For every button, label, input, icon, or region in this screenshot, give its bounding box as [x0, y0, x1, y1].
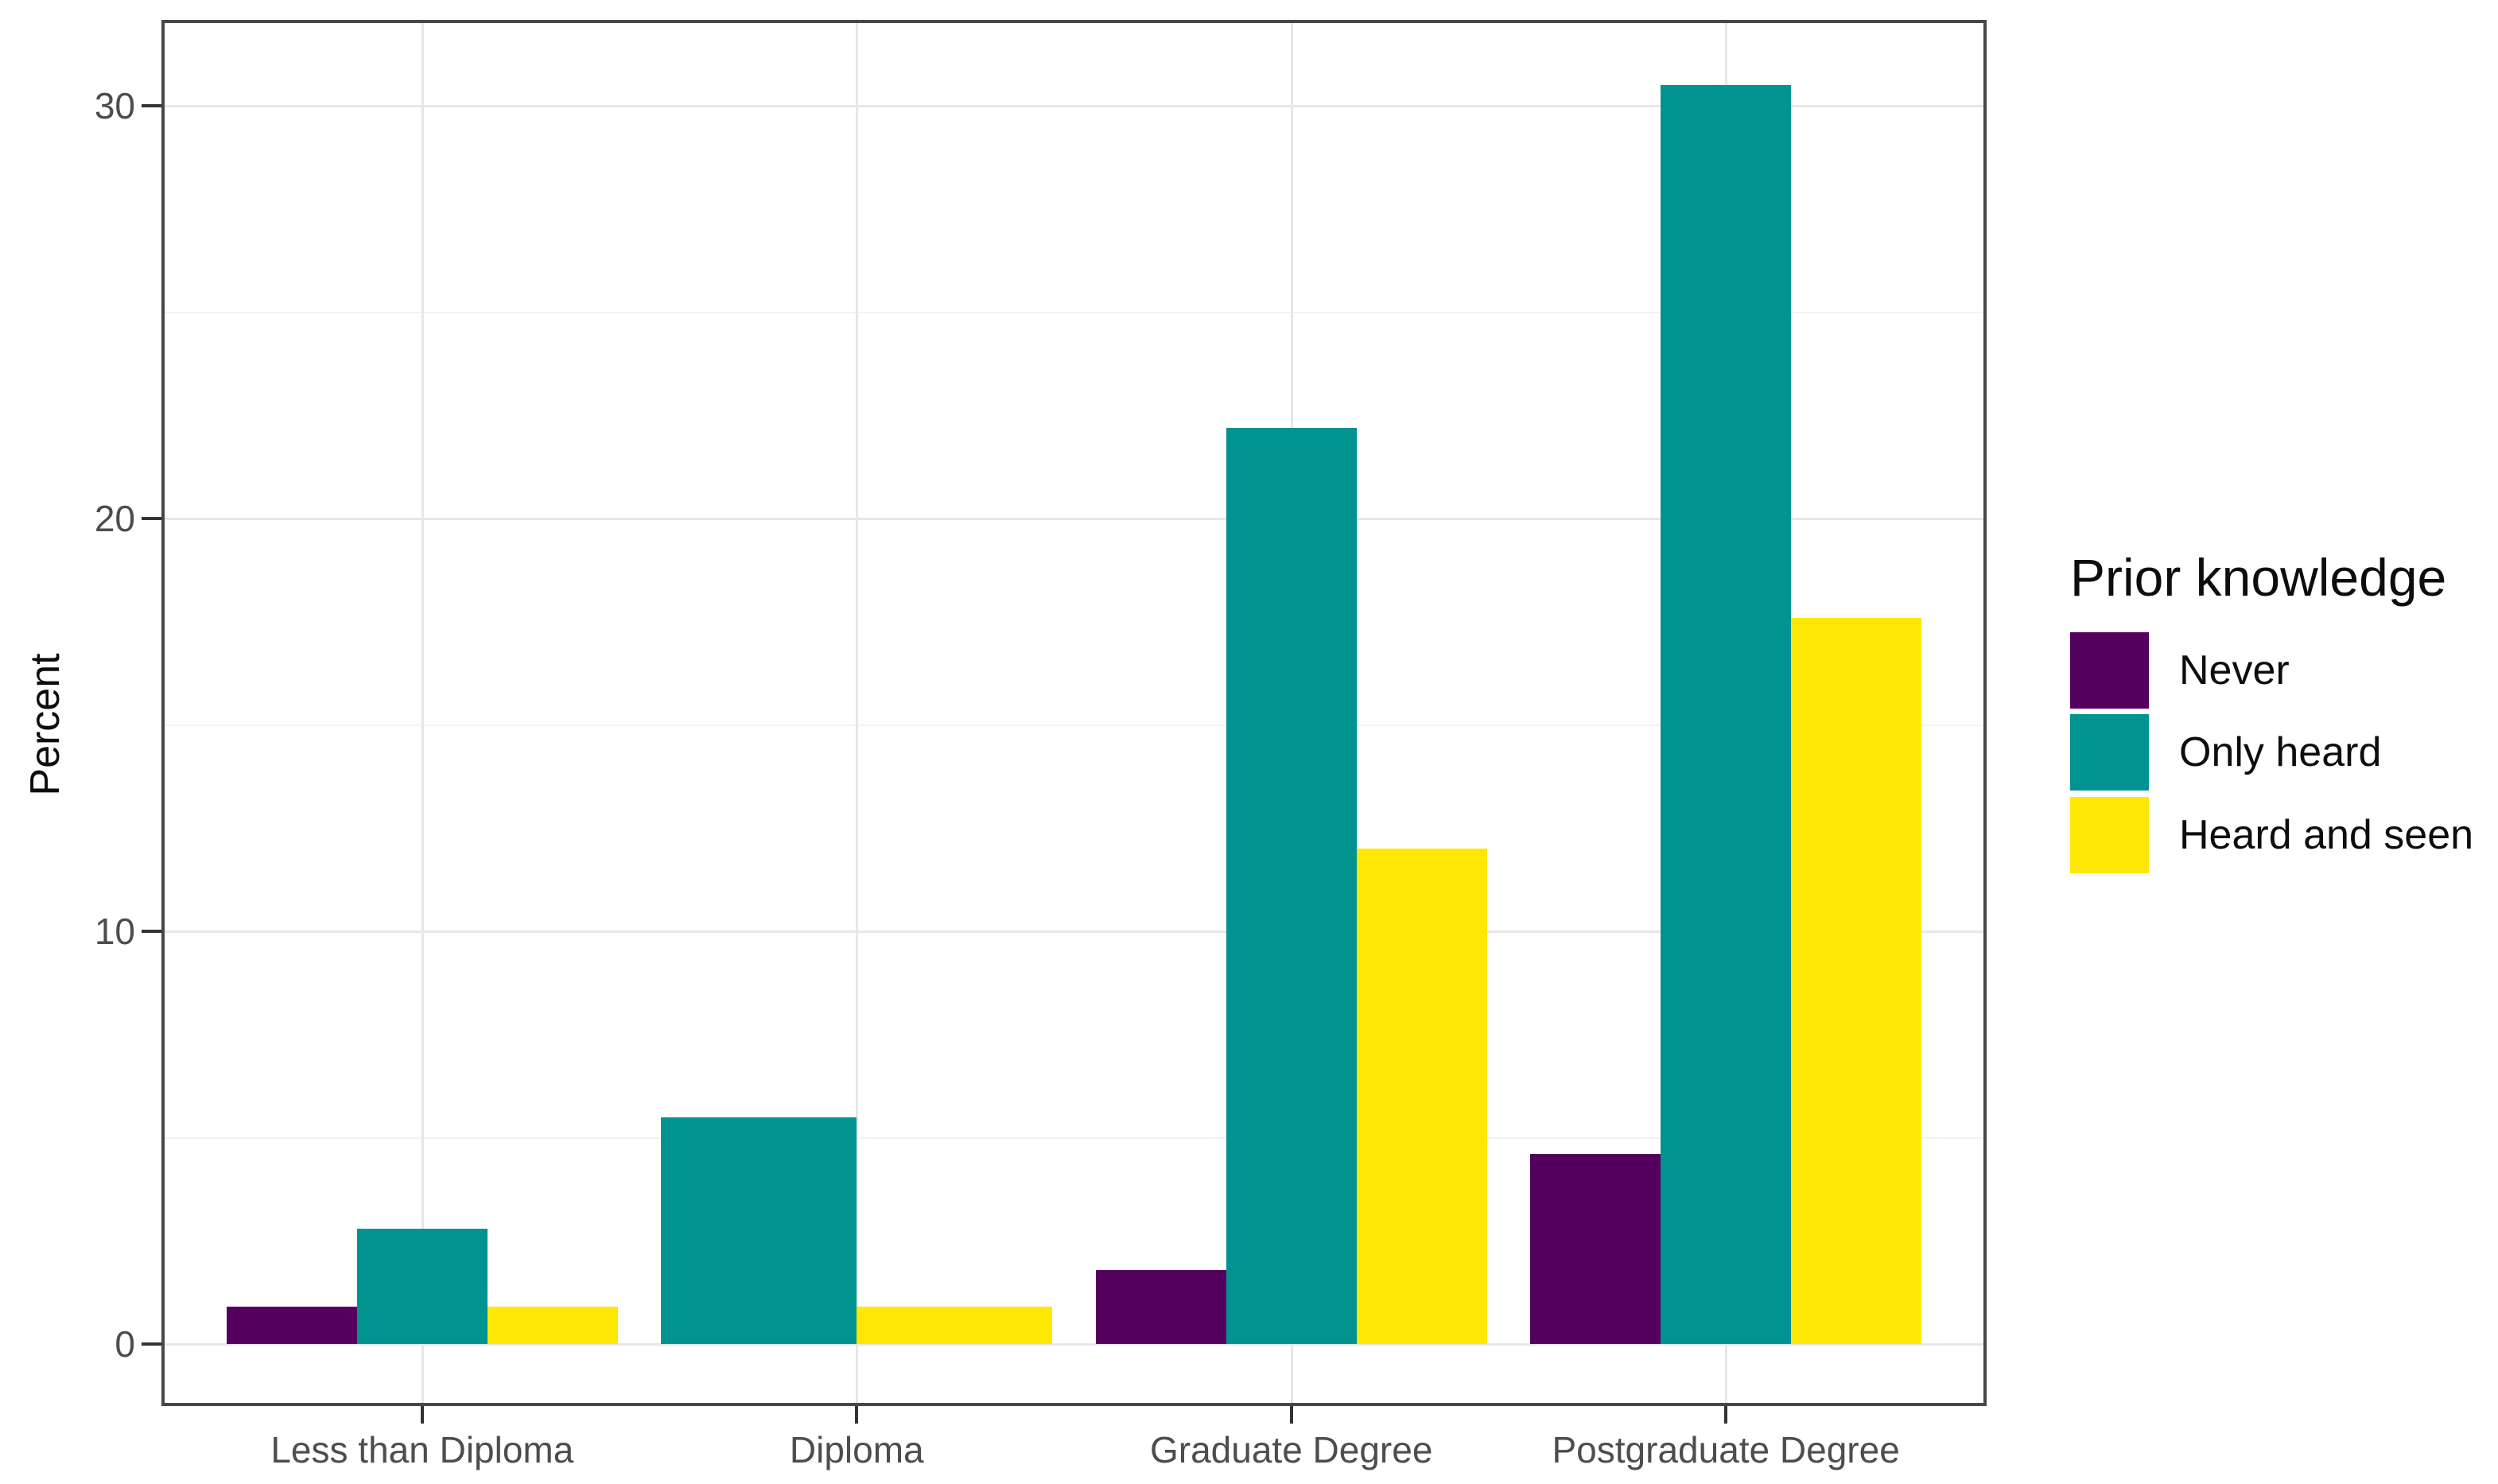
legend-key-only-heard — [2070, 714, 2149, 791]
x-tick-mark — [420, 1406, 424, 1424]
bar-heard-and-seen — [487, 1307, 618, 1344]
bar-heard-and-seen — [857, 1307, 1053, 1344]
y-tick-label: 0 — [115, 1323, 135, 1365]
y-tick-label: 10 — [94, 911, 135, 952]
x-tick-mark — [1289, 1406, 1293, 1424]
legend-title: Prior knowledge — [2070, 548, 2447, 607]
bar-never — [1530, 1154, 1661, 1344]
bar-heard-and-seen — [1791, 617, 1922, 1344]
y-tick-label: 30 — [94, 85, 135, 126]
vertical-gridline — [856, 23, 859, 1403]
major-gridline — [165, 105, 1983, 107]
minor-gridline — [165, 1136, 1983, 1139]
legend-key-heard-and-seen — [2070, 797, 2149, 873]
legend-key-never — [2070, 632, 2149, 709]
legend-label: Never — [2179, 647, 2290, 693]
y-tick-mark — [142, 1342, 161, 1346]
x-tick-mark — [855, 1406, 859, 1424]
y-tick-mark — [142, 930, 161, 933]
bar-never — [1095, 1269, 1226, 1344]
major-gridline — [165, 518, 1983, 520]
bar-only-heard — [1661, 85, 1792, 1344]
y-axis-title: Percent — [22, 653, 68, 796]
major-gridline — [165, 930, 1983, 933]
legend-label: Only heard — [2179, 729, 2382, 775]
major-gridline — [165, 1343, 1983, 1346]
x-tick-label: Graduate Degree — [1149, 1429, 1433, 1470]
minor-gridline — [165, 724, 1983, 726]
bar-only-heard — [356, 1228, 488, 1344]
legend-item: Heard and seen — [2070, 797, 2498, 873]
plot-panel — [161, 20, 1987, 1406]
minor-gridline — [165, 311, 1983, 313]
y-tick-mark — [142, 104, 161, 107]
bar-only-heard — [1226, 427, 1357, 1344]
x-tick-label: Diploma — [789, 1429, 924, 1470]
x-tick-label: Less than Diploma — [270, 1429, 574, 1470]
y-tick-label: 20 — [94, 498, 135, 539]
bar-heard-and-seen — [1356, 849, 1487, 1344]
legend-item: Only heard — [2070, 714, 2498, 791]
vertical-gridline — [421, 23, 424, 1403]
x-tick-label: Postgraduate Degree — [1552, 1429, 1900, 1470]
y-tick-mark — [142, 517, 161, 520]
bar-only-heard — [661, 1117, 857, 1344]
bar-never — [226, 1307, 357, 1344]
x-tick-mark — [1724, 1406, 1728, 1424]
legend-item: Never — [2070, 632, 2498, 709]
legend-label: Heard and seen — [2179, 812, 2474, 858]
